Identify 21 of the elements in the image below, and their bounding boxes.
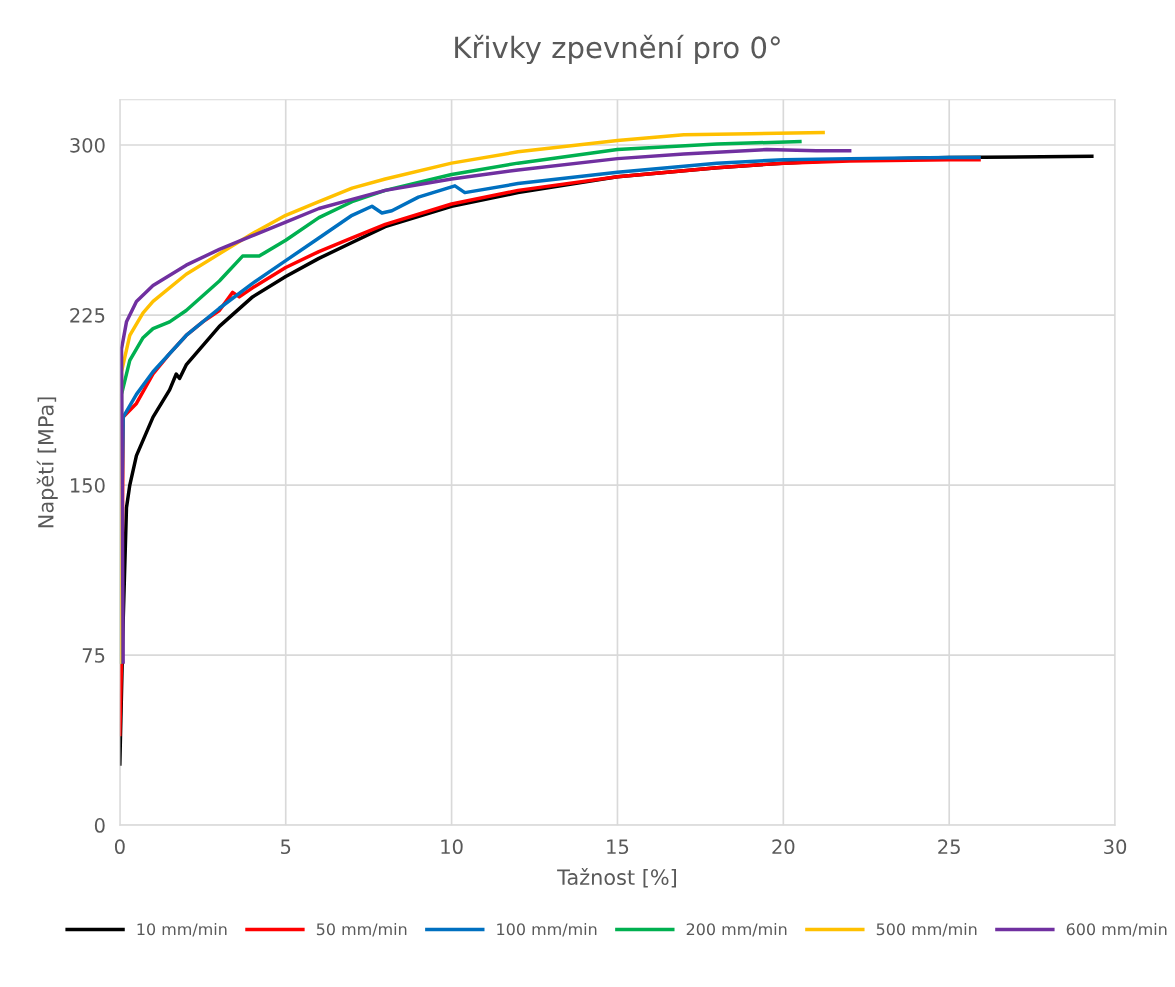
legend-label: 100 mm/min — [497, 922, 597, 937]
y-tick-label: 225 — [70, 308, 105, 323]
x-tick-label: 0 — [114, 839, 125, 855]
legend-label: 50 mm/min — [316, 922, 407, 937]
legend-label: 500 mm/min — [876, 922, 977, 937]
y-tick-label: 0 — [94, 818, 105, 833]
y-tick-label: 150 — [70, 478, 105, 493]
chart-title: Křivky zpevnění pro 0° — [455, 34, 780, 65]
x-tick-label: 25 — [938, 839, 960, 855]
x-tick-label: 15 — [607, 839, 629, 855]
y-tick-label: 75 — [82, 648, 105, 663]
x-axis-title: Tažnost [%] — [557, 868, 676, 888]
x-tick-label: 5 — [281, 839, 291, 855]
x-tick-label: 10 — [441, 839, 463, 855]
legend-label: 200 mm/min — [686, 922, 787, 937]
legend-label: 10 mm/min — [137, 922, 227, 937]
y-axis-title: Napětí [MPa] — [36, 397, 58, 528]
x-tick-label: 20 — [772, 839, 795, 855]
x-tick-label: 30 — [1104, 839, 1127, 855]
y-tick-label: 300 — [70, 137, 105, 153]
legend-label: 600 mm/min — [1066, 922, 1167, 937]
